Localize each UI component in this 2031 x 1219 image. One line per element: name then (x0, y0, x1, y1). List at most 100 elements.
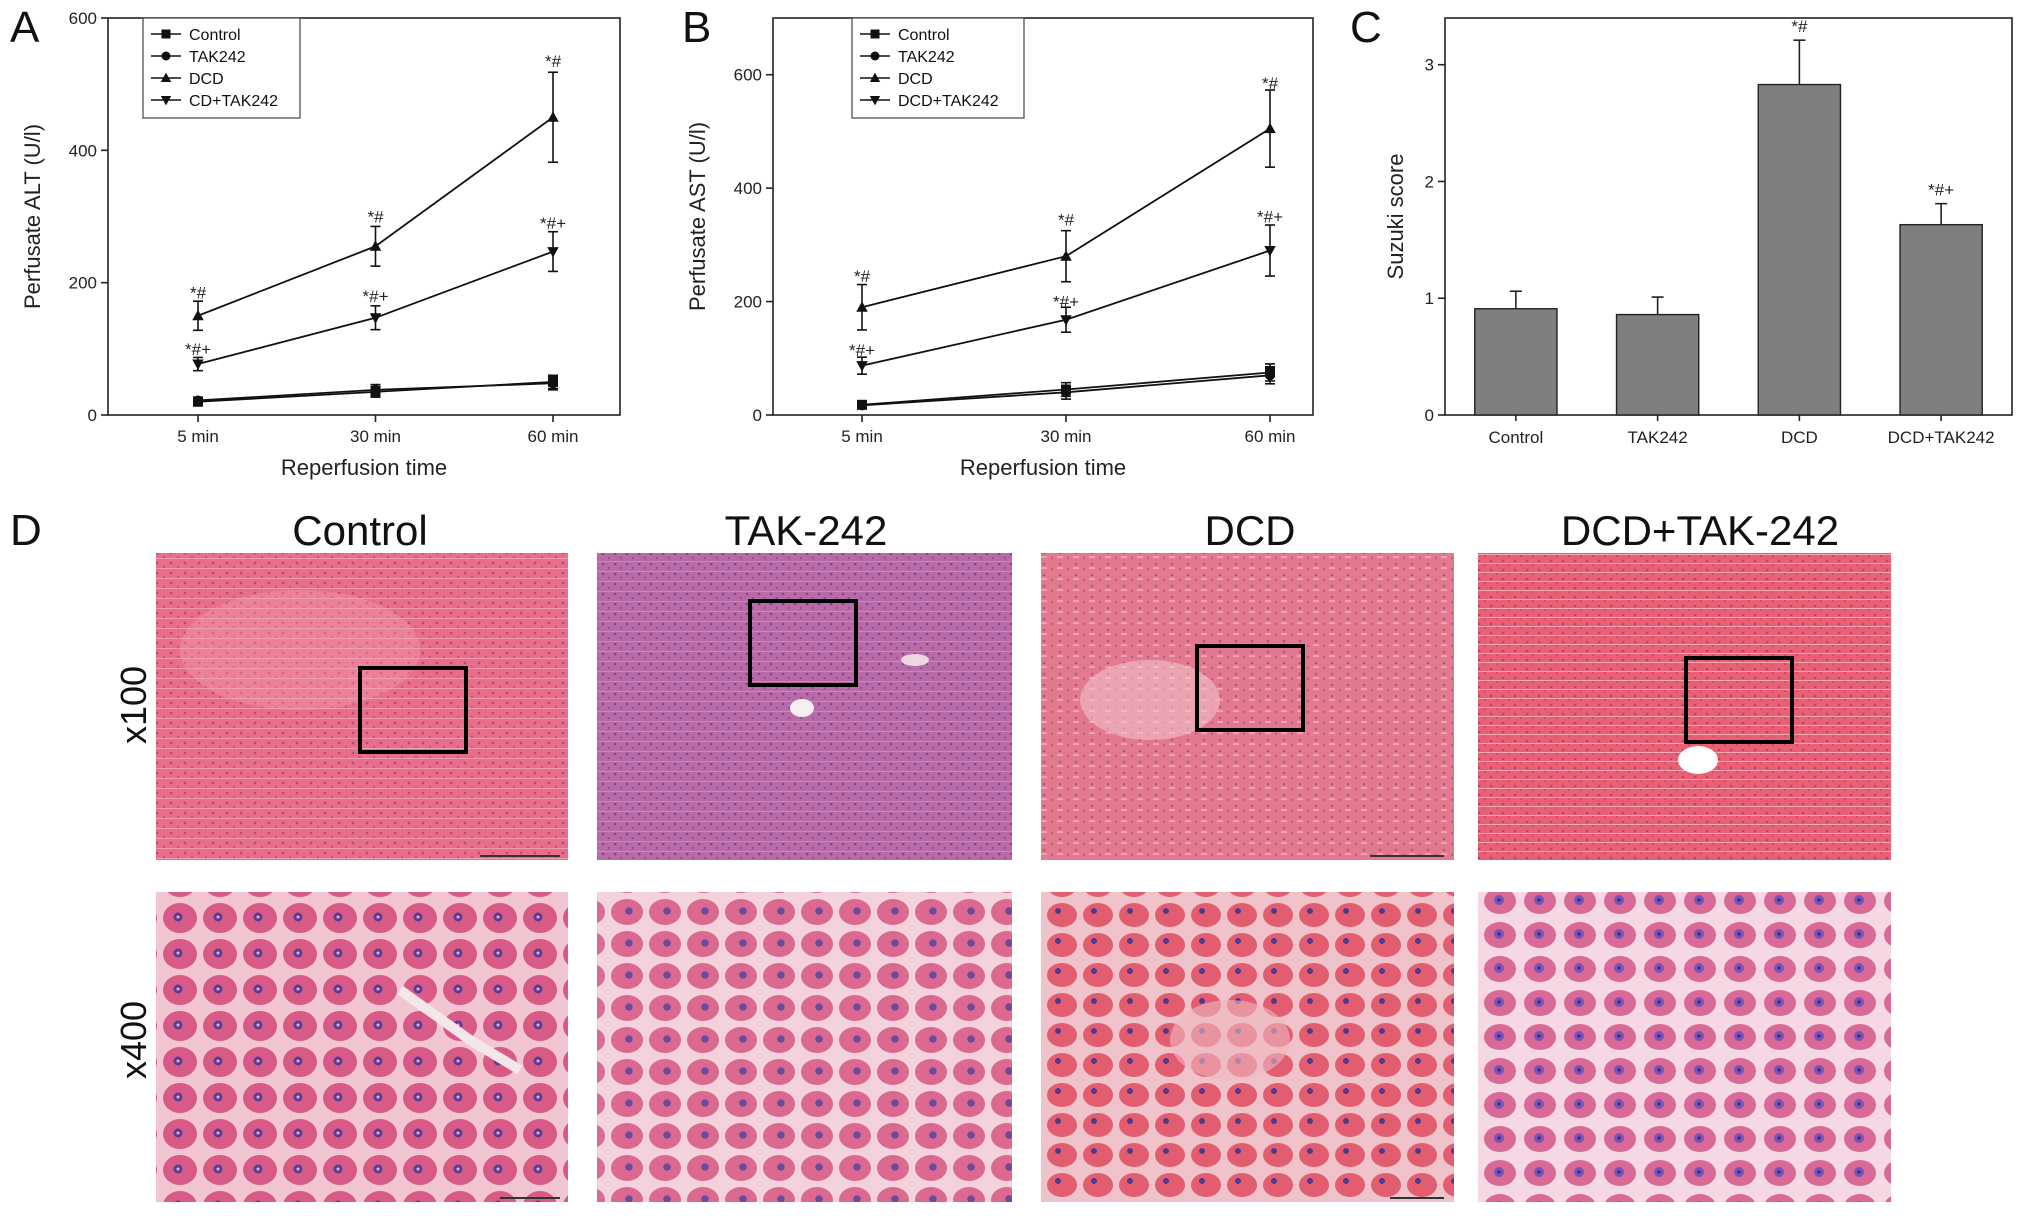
y-axis-title: Perfusate AST (U/l) (685, 122, 710, 311)
zoom-box (358, 666, 468, 754)
y-tick-label: 0 (753, 406, 762, 425)
x-tick-label: Control (1488, 428, 1543, 447)
chart-b-ast: 0 200 400 600 5 min 30 min 60 min Reperfusion t… (685, 17, 1314, 480)
significance-label: *# (367, 208, 384, 227)
y-tick-label: 200 (734, 293, 762, 312)
series-dcd (856, 89, 1276, 331)
histology-row-label-x100: x100 (113, 666, 154, 744)
data-point (1264, 122, 1276, 134)
histology-col-title-control: Control (292, 507, 427, 554)
data-point (1060, 315, 1072, 326)
x-tick-label: 60 min (1244, 427, 1295, 446)
significance-label: *#+ (849, 341, 875, 360)
y-tick-label: 0 (1425, 406, 1434, 425)
x-tick-label: 5 min (841, 427, 883, 446)
histology-image-dcd-tak242-x100 (1478, 553, 1891, 860)
legend-marker (870, 51, 880, 61)
data-point (1060, 250, 1072, 261)
significance-label: *#+ (1928, 181, 1954, 200)
series-tak242 (193, 375, 558, 406)
legend-label-cd-tak242: CD+TAK242 (189, 93, 278, 110)
histology-row-label-x400: x400 (113, 1001, 154, 1079)
x-axis-title: Reperfusion time (281, 455, 447, 480)
significance-label: *#+ (1053, 293, 1079, 312)
legend: Control TAK242 DCD CD+TAK242 (142, 17, 301, 119)
significance-label: *# (1791, 17, 1808, 36)
y-axis-title: Perfusate ALT (U/l) (20, 124, 45, 309)
significance-label: *# (545, 52, 562, 71)
legend-marker (160, 72, 172, 83)
panel-letter-a: A (10, 3, 40, 52)
histology-image-dcd-tak242-x400 (1478, 892, 1891, 1202)
y-axis-title: Suzuki score (1383, 154, 1408, 280)
legend-marker (870, 29, 880, 39)
data-point (192, 359, 204, 371)
legend-marker (160, 95, 172, 106)
histology-image-control-x400 (156, 892, 568, 1202)
zoom-box (748, 599, 858, 687)
x-tick-label: 60 min (527, 427, 578, 446)
y-tick-label: 2 (1425, 172, 1434, 191)
bar-tak242 (1615, 313, 1700, 416)
y-tick-label: 1 (1425, 289, 1434, 308)
y-tick-label: 600 (734, 66, 762, 85)
significance-label: *#+ (363, 287, 389, 306)
significance-label: *#+ (540, 214, 566, 233)
data-point (856, 301, 868, 312)
legend-label-dcd: DCD (898, 71, 933, 88)
plot-frame (1444, 17, 2013, 416)
series-dcd-tak242 (856, 224, 1276, 375)
significance-label: *# (854, 267, 871, 286)
data-point (547, 247, 559, 258)
y-tick-label: 3 (1425, 56, 1434, 75)
significance-label: *# (1058, 210, 1075, 229)
legend-label-tak242: TAK242 (189, 49, 246, 66)
data-point (856, 361, 868, 372)
significance-label: *#+ (185, 340, 211, 359)
significance-label: *#+ (1257, 208, 1283, 227)
x-tick-label: 5 min (177, 427, 219, 446)
data-point (192, 309, 204, 321)
y-tick-label: 0 (88, 406, 97, 425)
x-axis-title: Reperfusion time (960, 455, 1126, 480)
bar-dcd (1757, 83, 1842, 416)
legend-label-control: Control (189, 27, 241, 44)
legend-label-dcd-tak242: DCD+TAK242 (898, 93, 999, 110)
x-tick-label: 30 min (350, 427, 401, 446)
zoom-box (1684, 656, 1794, 744)
legend-label-dcd: DCD (189, 71, 224, 88)
y-tick-label: 200 (69, 274, 97, 293)
panel-letter-b: B (682, 3, 711, 52)
series-cd-tak242 (192, 230, 559, 372)
chart-a-alt: 0 200 400 600 5 min 30 min 60 min Reperfusion t… (20, 9, 621, 480)
bar-dcd-tak242 (1899, 223, 1983, 416)
legend-label-tak242: TAK242 (898, 49, 955, 66)
legend-marker (869, 72, 881, 83)
histology-col-title-dcd-tak242: DCD+TAK-242 (1561, 507, 1839, 554)
histology-image-tak242-x100 (597, 553, 1012, 860)
data-point (1264, 246, 1276, 257)
y-tick-label: 400 (69, 141, 97, 160)
significance-label: *# (190, 284, 207, 303)
data-point (369, 313, 382, 324)
panel-letter-c: C (1350, 3, 1382, 52)
histology-image-dcd-x100 (1041, 553, 1454, 860)
legend: Control TAK242 DCD DCD+TAK242 (851, 17, 1025, 119)
legend-marker (869, 95, 881, 106)
legend-label-control: Control (898, 27, 950, 44)
plot-frame (107, 17, 621, 416)
chart-c-suzuki: 0 1 2 3 Suzuki score Control TAK242 DCD DCD+TAK2… (1383, 17, 2013, 447)
plot-frame (772, 17, 1314, 416)
data-point (548, 378, 558, 389)
series-dcd (192, 71, 559, 332)
bar-control (1474, 308, 1558, 416)
zoom-box (1195, 644, 1305, 732)
data-point (193, 395, 203, 406)
data-point (1265, 370, 1275, 381)
x-tick-label: 30 min (1040, 427, 1091, 446)
x-tick-label: TAK242 (1628, 428, 1688, 447)
data-point (547, 111, 559, 122)
significance-label: *# (1262, 74, 1279, 93)
histology-image-control-x100 (156, 553, 568, 860)
y-tick-label: 400 (734, 179, 762, 198)
